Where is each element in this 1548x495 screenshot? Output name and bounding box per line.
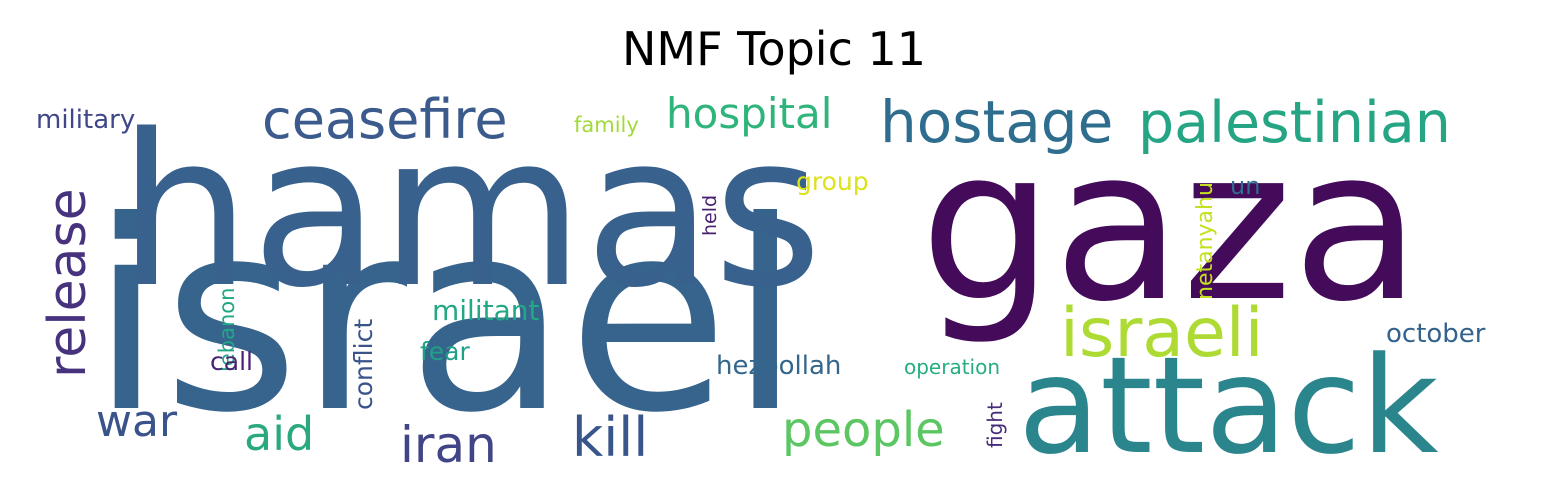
word-militant: militant	[432, 294, 539, 327]
word-un: un	[1230, 172, 1260, 200]
word-operation: operation	[904, 355, 1000, 379]
word-hezbollah: hezbollah	[716, 351, 841, 381]
word-attack: attack	[1018, 328, 1439, 484]
word-october: october	[1386, 319, 1486, 349]
word-hamas: hamas	[118, 89, 822, 334]
word-fight: fight	[983, 402, 1007, 448]
word-people: people	[782, 402, 945, 458]
word-military: military	[36, 105, 135, 135]
word-lebanon: lebanon	[215, 288, 239, 372]
word-gaza: gaza	[920, 103, 1421, 348]
word-group: group	[796, 167, 869, 196]
word-fear: fear	[420, 337, 471, 366]
word-israel: israel	[90, 165, 802, 470]
word-iran: iran	[400, 416, 497, 474]
word-palestinian: palestinian	[1138, 90, 1451, 156]
word-held: held	[699, 195, 721, 236]
word-war: war	[96, 396, 178, 447]
chart-title: NMF Topic 11	[621, 22, 927, 76]
word-israeli: israeli	[1060, 294, 1264, 373]
word-aid: aid	[244, 407, 314, 461]
word-conflict: conflict	[349, 319, 378, 410]
word-family: family	[574, 113, 639, 137]
word-call: call	[210, 347, 253, 376]
word-ceasefire: ceasefire	[262, 88, 508, 151]
word-hostage: hostage	[880, 88, 1113, 156]
word-release: release	[38, 188, 98, 378]
word-netanyahu: netanyahu	[1193, 182, 1218, 300]
word-kill: kill	[572, 406, 648, 469]
word-hospital: hospital	[666, 89, 832, 138]
